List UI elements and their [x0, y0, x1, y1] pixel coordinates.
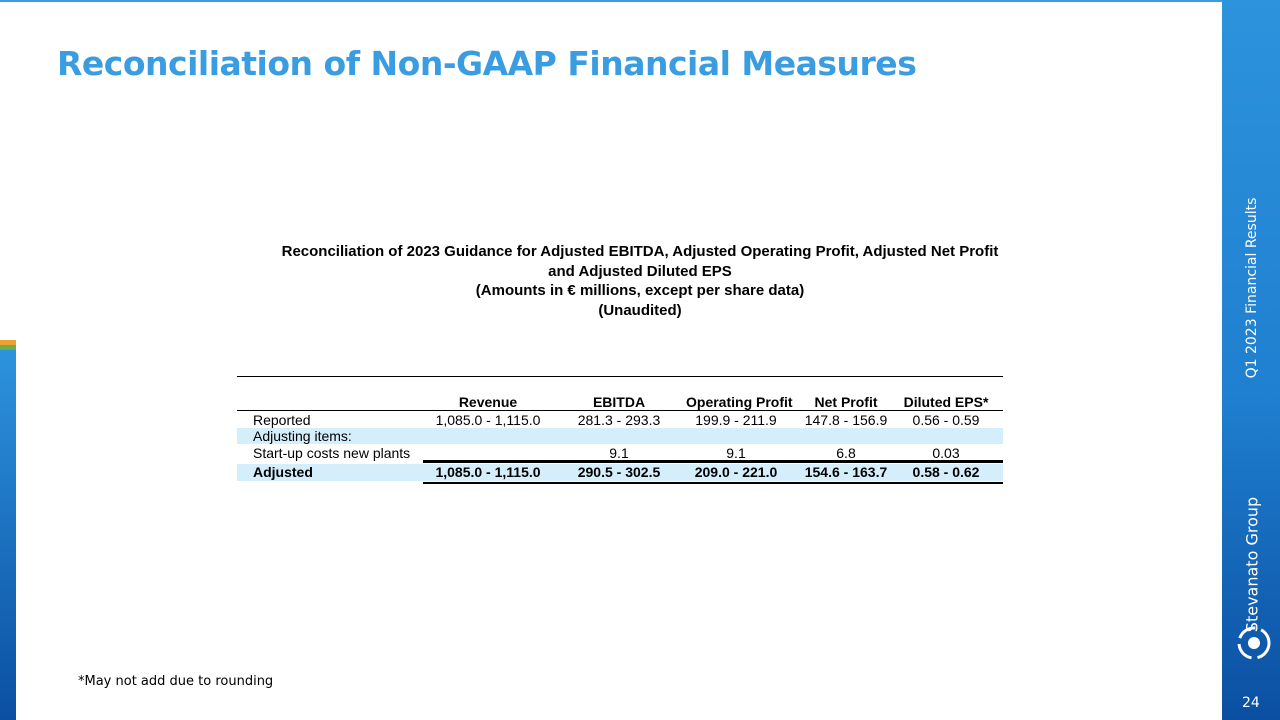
table-cell: 290.5 - 302.5 [577, 464, 661, 480]
table: Revenue EBITDA Operating Profit Net Profit D… [237, 376, 1003, 484]
table-rule [237, 410, 1003, 411]
column-header: EBITDA [592, 394, 646, 410]
table-cell: 209.0 - 221.0 [694, 464, 778, 480]
caption-line: Reconciliation of 2023 Guidance for Adju… [281, 243, 999, 280]
sidebar-subtitle: Q1 2023 Financial Results [1244, 197, 1260, 379]
table-cell: 0.58 - 0.62 [912, 464, 980, 480]
table-cell: 199.9 - 211.9 [695, 412, 777, 428]
row-highlight [237, 464, 1003, 481]
table-caption: Reconciliation of 2023 Guidance for Adju… [270, 242, 1010, 320]
page-number: 24 [1242, 695, 1260, 711]
caption-line: (Unaudited) [598, 301, 682, 319]
column-header: Operating Profit [686, 394, 793, 410]
left-strip [0, 350, 16, 720]
row-label: Reported [253, 412, 311, 428]
table-cell: 9.1 [609, 445, 629, 461]
table-cell: 1,085.0 - 1,115.0 [435, 412, 541, 428]
table-cell: 154.6 - 163.7 [804, 464, 888, 480]
table-cell: 0.56 - 0.59 [912, 412, 980, 428]
row-label: Adjusted [253, 464, 313, 480]
top-border [0, 0, 1222, 2]
accent-bar [0, 340, 16, 345]
accent-bar [0, 345, 16, 350]
table-cell: 6.8 [836, 445, 856, 461]
brand-name: Stevanato Group [1242, 496, 1262, 633]
row-label: Adjusting items: [253, 428, 352, 444]
column-header: Diluted EPS* [903, 394, 989, 410]
column-header: Revenue [458, 394, 518, 410]
table-cell: 147.8 - 156.9 [804, 412, 888, 428]
table-cell: 9.1 [726, 445, 746, 461]
table-rule [423, 460, 1003, 463]
row-highlight [237, 428, 1003, 444]
column-header: Net Profit [814, 394, 878, 410]
brand-logo [1237, 626, 1271, 660]
caption-line: (Amounts in € millions, except per share… [475, 282, 805, 299]
row-label: Start-up costs new plants [253, 445, 411, 461]
table-rule [237, 376, 1003, 377]
table-cell: 0.03 [932, 445, 960, 461]
table-rule [423, 482, 1003, 484]
table-cell: 1,085.0 - 1,115.0 [435, 464, 541, 480]
slide-title: Reconciliation of Non-GAAP Financial Mea… [57, 44, 917, 83]
sidebar: Q1 2023 Financial Results Stevanato Grou… [1222, 0, 1280, 720]
table-cell: 281.3 - 293.3 [577, 412, 661, 428]
footnote: *May not add due to rounding [78, 674, 274, 689]
